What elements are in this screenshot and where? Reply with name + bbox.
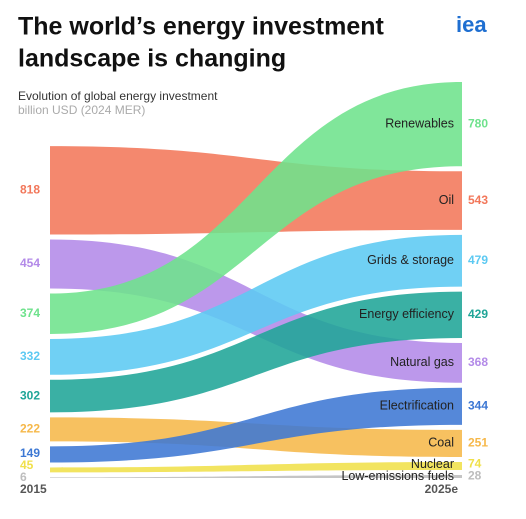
value-label: 454: [20, 256, 40, 270]
ribbon: [50, 387, 462, 463]
value-label: 368: [468, 355, 488, 369]
value-label: 429: [468, 307, 488, 321]
series-name: Nuclear: [411, 457, 454, 471]
ribbon: [50, 234, 462, 375]
ribbon: [50, 474, 462, 478]
series-name: Energy efficiency: [359, 307, 455, 321]
value-label: 302: [20, 388, 40, 402]
value-label: 45: [20, 458, 34, 472]
chart-title: landscape is changing: [18, 45, 286, 73]
value-label: 374: [20, 306, 40, 320]
series-name: Coal: [428, 436, 454, 450]
ribbon: [50, 461, 462, 473]
series-name: Natural gas: [390, 355, 454, 369]
x-label: 2025e: [425, 482, 459, 496]
ribbon: [50, 291, 462, 413]
value-label: 780: [468, 116, 488, 130]
value-label: 344: [468, 398, 488, 412]
series-name: Electrification: [380, 399, 454, 413]
series-name: Grids & storage: [367, 253, 454, 267]
unit: billion USD (2024 MER): [18, 103, 145, 117]
value-label: 222: [20, 422, 40, 436]
subtitle: Evolution of global energy investment: [18, 89, 218, 103]
value-label: 332: [20, 349, 40, 363]
series-name: Oil: [439, 193, 454, 207]
value-label: 149: [20, 446, 40, 460]
value-label: 74: [468, 457, 482, 471]
value-label: 28: [468, 469, 482, 483]
value-label: 251: [468, 436, 488, 450]
logo: iea: [456, 12, 487, 37]
value-label: 479: [468, 253, 488, 267]
series-name: Renewables: [385, 116, 454, 130]
value-label: 6: [20, 470, 27, 484]
series-name: Low-emissions fuels: [341, 469, 454, 483]
value-label: 543: [468, 193, 488, 207]
chart-title: The world’s energy investment: [18, 13, 385, 41]
ribbon: [50, 82, 462, 334]
x-label: 2015: [20, 482, 47, 496]
value-label: 818: [20, 183, 40, 197]
